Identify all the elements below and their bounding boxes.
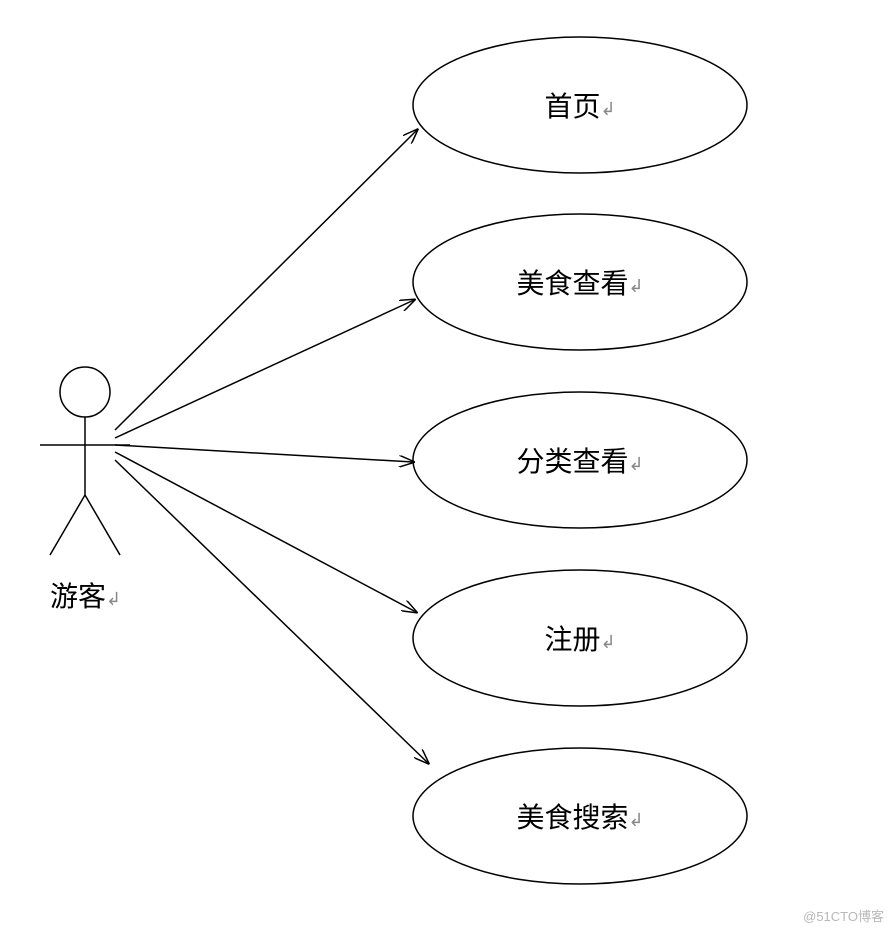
- edges-group: [115, 130, 428, 763]
- edge-food-view: [115, 300, 414, 438]
- usecase-label-register: 注册↲: [544, 618, 615, 658]
- usecase-label-food-search: 美食搜索↲: [516, 796, 643, 836]
- usecase-label-homepage: 首页↲: [544, 85, 615, 125]
- actor-label: 游客↲: [50, 575, 121, 615]
- edge-homepage: [115, 130, 417, 430]
- watermark: @51CTO博客: [803, 906, 884, 925]
- edge-food-search: [115, 460, 428, 763]
- use-case-diagram: 游客↲ 首页↲ 美食查看↲ 分类查看↲ 注册↲ 美食搜索↲ @51CTO博客: [0, 0, 894, 931]
- diagram-svg: [0, 0, 894, 931]
- usecase-label-category-view: 分类查看↲: [516, 440, 643, 480]
- edge-category-view: [115, 445, 413, 462]
- usecase-label-food-view: 美食查看↲: [516, 262, 643, 302]
- edge-register: [115, 452, 416, 612]
